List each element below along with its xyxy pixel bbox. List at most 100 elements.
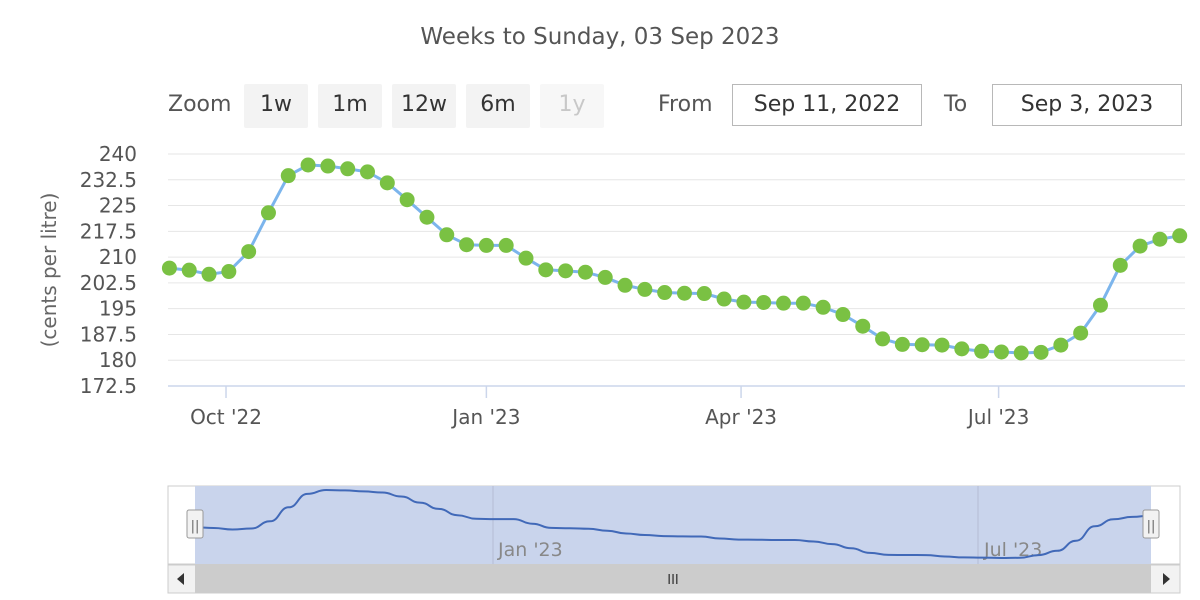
- zoom-label: Zoom: [168, 92, 232, 117]
- y-tick-label: 240: [99, 142, 137, 166]
- y-tick-label: 195: [99, 297, 137, 321]
- data-point: [657, 285, 673, 301]
- navigator-tick-jul: Jul '23: [983, 539, 1042, 561]
- scrollbar-thumb[interactable]: [195, 565, 1151, 593]
- data-point: [974, 343, 990, 359]
- x-tick-label: Jan '23: [450, 405, 520, 429]
- y-tick-label: 180: [99, 348, 137, 372]
- data-point: [875, 331, 891, 347]
- x-tick-label: Oct '22: [190, 405, 262, 429]
- data-point: [399, 192, 415, 208]
- zoom-12w-button[interactable]: 12w: [392, 84, 456, 128]
- x-tick-label: Jul '23: [966, 405, 1029, 429]
- series-markers: [161, 157, 1188, 361]
- data-point: [835, 307, 851, 323]
- data-point: [478, 237, 494, 253]
- data-point: [914, 337, 930, 353]
- data-point: [815, 299, 831, 315]
- y-tick-label: 202.5: [80, 271, 137, 295]
- data-point: [855, 318, 871, 334]
- data-point: [1112, 257, 1128, 273]
- data-point: [577, 264, 593, 280]
- data-point: [993, 344, 1009, 360]
- navigator-left-handle-box[interactable]: [186, 509, 204, 539]
- data-point: [736, 294, 752, 310]
- data-point: [1073, 325, 1089, 341]
- y-tick-label: 172.5: [80, 374, 137, 398]
- data-point: [954, 341, 970, 357]
- data-point: [1132, 238, 1148, 254]
- range-from-input[interactable]: Sep 11, 2022: [732, 84, 922, 126]
- y-tick-label: 232.5: [80, 168, 137, 192]
- data-point: [538, 262, 554, 278]
- zoom-6m-button[interactable]: 6m: [466, 84, 530, 128]
- data-point: [419, 209, 435, 225]
- data-point: [716, 291, 732, 307]
- y-tick-label: 187.5: [80, 322, 137, 346]
- y-axis-label: (cents per litre): [37, 193, 61, 348]
- navigator[interactable]: Jan '23 Jul '23 || ||: [167, 485, 1181, 565]
- data-point: [498, 237, 514, 253]
- data-point: [1013, 345, 1029, 361]
- y-tick-label: 217.5: [80, 219, 137, 243]
- data-point: [1033, 344, 1049, 360]
- data-point: [1053, 337, 1069, 353]
- data-point: [617, 277, 633, 293]
- navigator-right-handle-box[interactable]: [1142, 509, 1160, 539]
- data-point: [280, 168, 296, 184]
- zoom-1w-button[interactable]: 1w: [244, 84, 308, 128]
- data-point: [360, 164, 376, 180]
- range-to-label: To: [944, 92, 968, 117]
- data-point: [776, 295, 792, 311]
- data-point: [558, 263, 574, 279]
- data-point: [1092, 297, 1108, 313]
- data-point: [459, 237, 475, 253]
- grid-lines: [168, 153, 1185, 361]
- data-point: [161, 260, 177, 276]
- x-tick-label: Apr '23: [705, 405, 777, 429]
- y-tick-label: 210: [99, 245, 137, 269]
- scroll-right-arrow-icon[interactable]: [1163, 573, 1170, 585]
- navigator-right-handle[interactable]: ||: [1142, 509, 1160, 539]
- navigator-left-handle[interactable]: ||: [186, 509, 204, 539]
- data-point: [894, 336, 910, 352]
- data-point: [320, 158, 336, 174]
- chart-subtitle: Weeks to Sunday, 03 Sep 2023: [420, 24, 780, 50]
- navigator-left-handle-grip: ||: [191, 519, 200, 534]
- y-tick-label: 225: [99, 194, 137, 218]
- x-axis-ticks: Oct '22 Jan '23 Apr '23 Jul '23: [190, 386, 1029, 429]
- range-to-input[interactable]: Sep 3, 2023: [992, 84, 1182, 126]
- data-point: [1172, 228, 1188, 244]
- scroll-left-arrow-icon[interactable]: [177, 573, 184, 585]
- navigator-tick-jan: Jan '23: [497, 539, 563, 561]
- data-point: [696, 286, 712, 302]
- data-point: [756, 294, 772, 310]
- zoom-1y-button: 1y: [540, 84, 604, 128]
- data-point: [241, 244, 257, 260]
- data-point: [379, 175, 395, 191]
- data-point: [201, 266, 217, 282]
- data-point: [1152, 231, 1168, 247]
- data-point: [260, 205, 276, 221]
- data-point: [637, 281, 653, 297]
- data-point: [518, 250, 534, 266]
- data-point: [181, 262, 197, 278]
- navigator-selected-range[interactable]: [195, 486, 1151, 564]
- navigator-right-handle-grip: ||: [1147, 519, 1156, 534]
- data-point: [795, 295, 811, 311]
- data-point: [221, 264, 237, 280]
- range-from-label: From: [658, 92, 713, 117]
- data-point: [597, 269, 613, 285]
- data-point: [934, 337, 950, 353]
- scrollbar[interactable]: III: [167, 564, 1181, 594]
- data-point: [439, 227, 455, 243]
- zoom-1m-button[interactable]: 1m: [318, 84, 382, 128]
- series-line: [169, 163, 1180, 355]
- data-point: [340, 161, 356, 177]
- navigator-line: [194, 488, 1152, 560]
- scrollbar-grip: III: [667, 573, 679, 588]
- data-point: [300, 157, 316, 173]
- data-point: [676, 285, 692, 301]
